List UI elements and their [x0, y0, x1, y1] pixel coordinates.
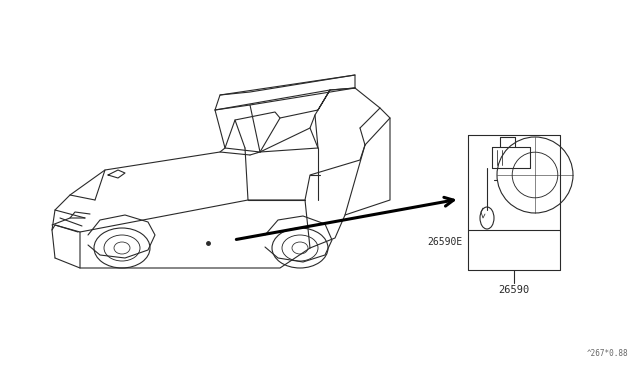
Text: ^267*0.88: ^267*0.88 [586, 349, 628, 358]
Text: 26590E: 26590E [428, 237, 463, 247]
Text: 26590: 26590 [499, 285, 530, 295]
